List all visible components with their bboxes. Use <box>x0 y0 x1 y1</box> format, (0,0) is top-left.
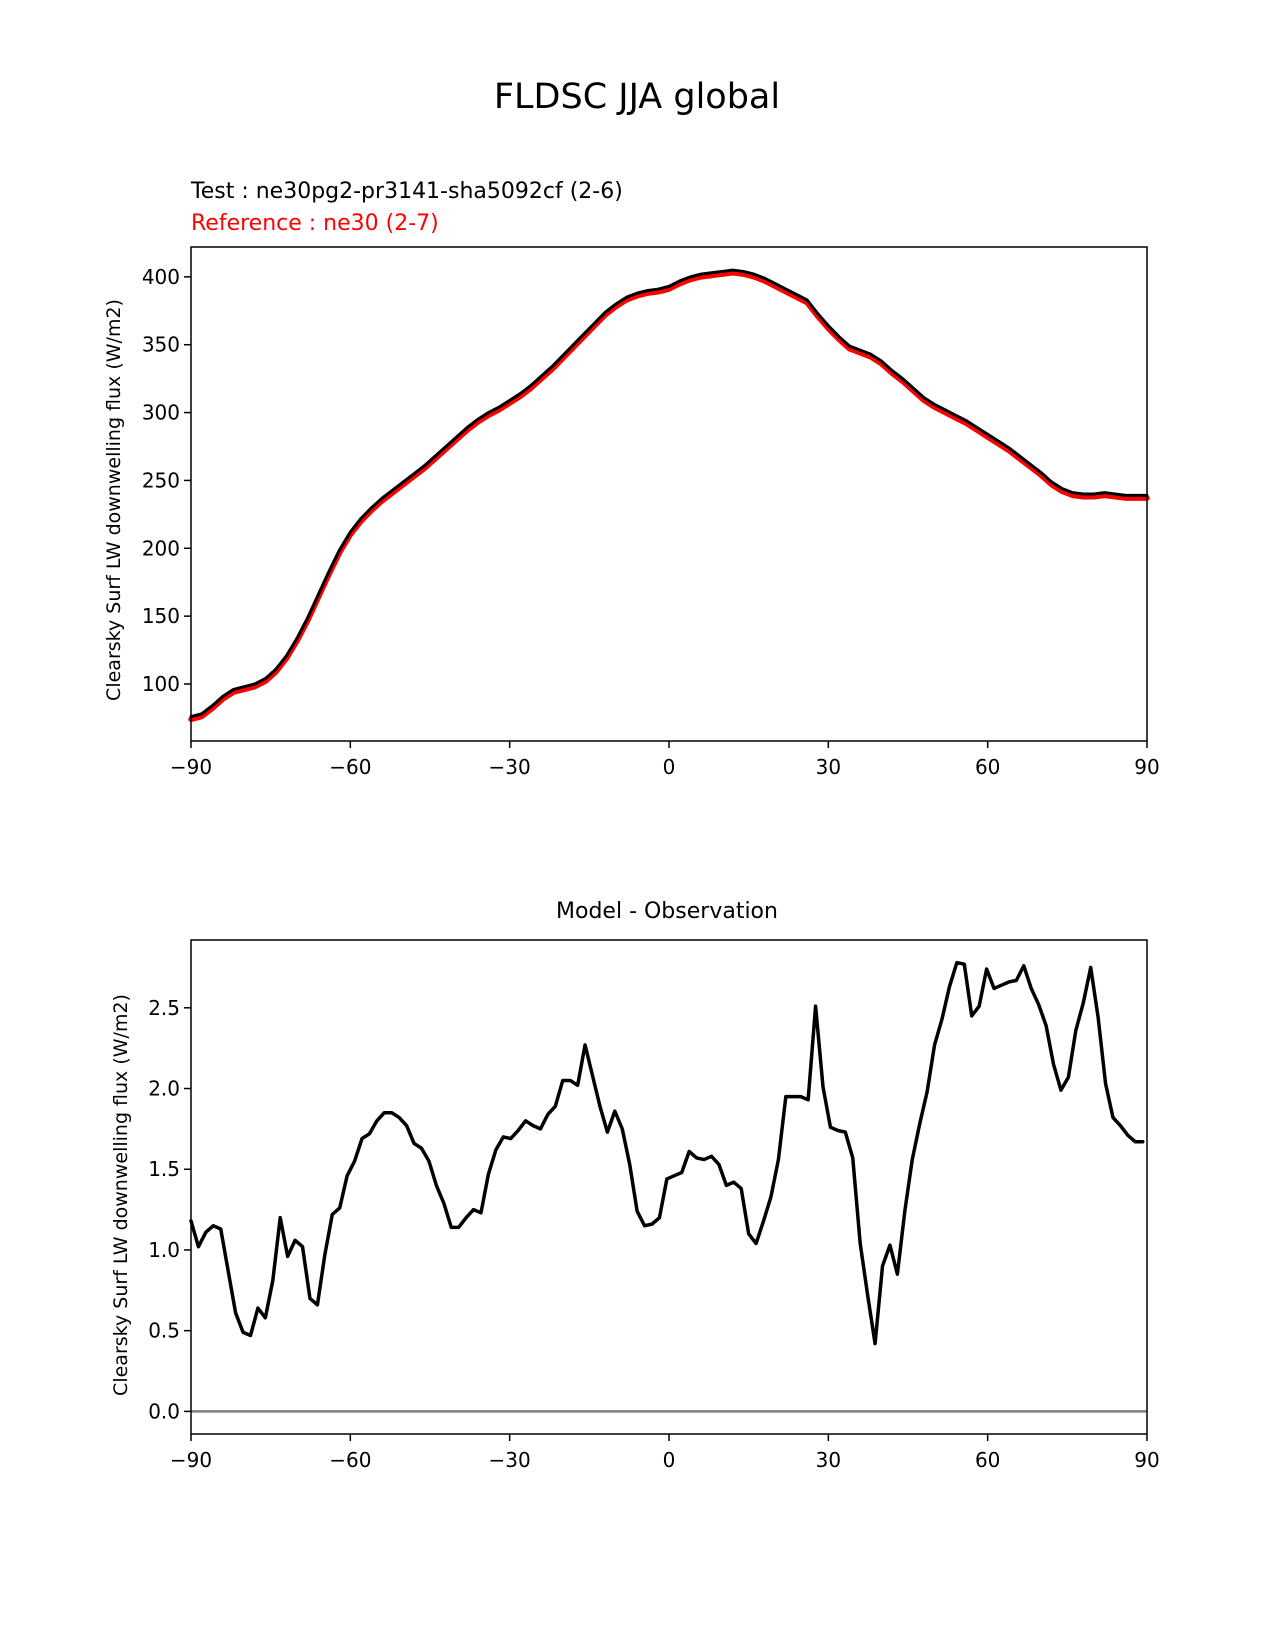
bottom-ytick-label: 0.5 <box>148 1319 180 1343</box>
bottom-ytick-label: 2.0 <box>148 1077 180 1101</box>
bottom-plot-area: −90 −60 −30 0 30 60 90 0.0 0.5 1.0 1.5 2.0 2.5 <box>148 939 1160 1472</box>
top-ytick-label: 300 <box>142 401 180 425</box>
top-ytick-label: 400 <box>142 265 180 289</box>
bottom-ytick-label: 1.5 <box>148 1157 180 1181</box>
bottom-ylabel: Clearsky Surf LW downwelling flux (W/m2) <box>110 994 132 1396</box>
bottom-title: Model - Observation <box>556 899 778 924</box>
bottom-xtick-label: −90 <box>170 1448 212 1472</box>
top-ytick-label: 200 <box>142 536 180 560</box>
top-xtick-label: 60 <box>975 755 1000 779</box>
bottom-xtick-label: 30 <box>816 1448 841 1472</box>
bottom-xtick-label: −30 <box>489 1448 531 1472</box>
bottom-ytick-label: 0.0 <box>148 1399 180 1423</box>
bottom-xtick-label: −60 <box>329 1448 371 1472</box>
bottom-ytick-label: 2.5 <box>148 996 180 1020</box>
bottom-xtick-label: 60 <box>975 1448 1000 1472</box>
top-xtick-label: −60 <box>329 755 371 779</box>
diff-series-line <box>189 960 1145 1346</box>
top-xtick-label: 0 <box>663 755 676 779</box>
top-xtick-label: −30 <box>489 755 531 779</box>
test-label: Test : ne30pg2-pr3141-sha5092cf (2-6) <box>190 179 623 204</box>
top-xtick-label: 30 <box>816 755 841 779</box>
suptitle: FLDSC JJA global <box>494 77 780 117</box>
bottom-panel: Model - Observation Clearsky Surf LW dow… <box>110 899 1160 1472</box>
top-panel: Test : ne30pg2-pr3141-sha5092cf (2-6) Re… <box>103 179 1160 779</box>
top-xtick-label: 90 <box>1134 755 1159 779</box>
bottom-ytick-label: 1.0 <box>148 1238 180 1262</box>
bottom-xtick-label: 0 <box>663 1448 676 1472</box>
top-plot-area: −90 −60 −30 0 30 60 90 100 150 200 250 300 350 400 <box>142 246 1160 779</box>
reference-label: Reference : ne30 (2-7) <box>191 211 439 236</box>
top-xtick-label: −90 <box>170 755 212 779</box>
test-series-line <box>189 268 1149 719</box>
top-ytick-label: 100 <box>142 672 180 696</box>
top-ylabel: Clearsky Surf LW downwelling flux (W/m2) <box>103 299 125 701</box>
top-ytick-label: 250 <box>142 468 180 492</box>
top-ytick-label: 150 <box>142 604 180 628</box>
top-ytick-label: 350 <box>142 333 180 357</box>
bottom-xtick-label: 90 <box>1134 1448 1159 1472</box>
